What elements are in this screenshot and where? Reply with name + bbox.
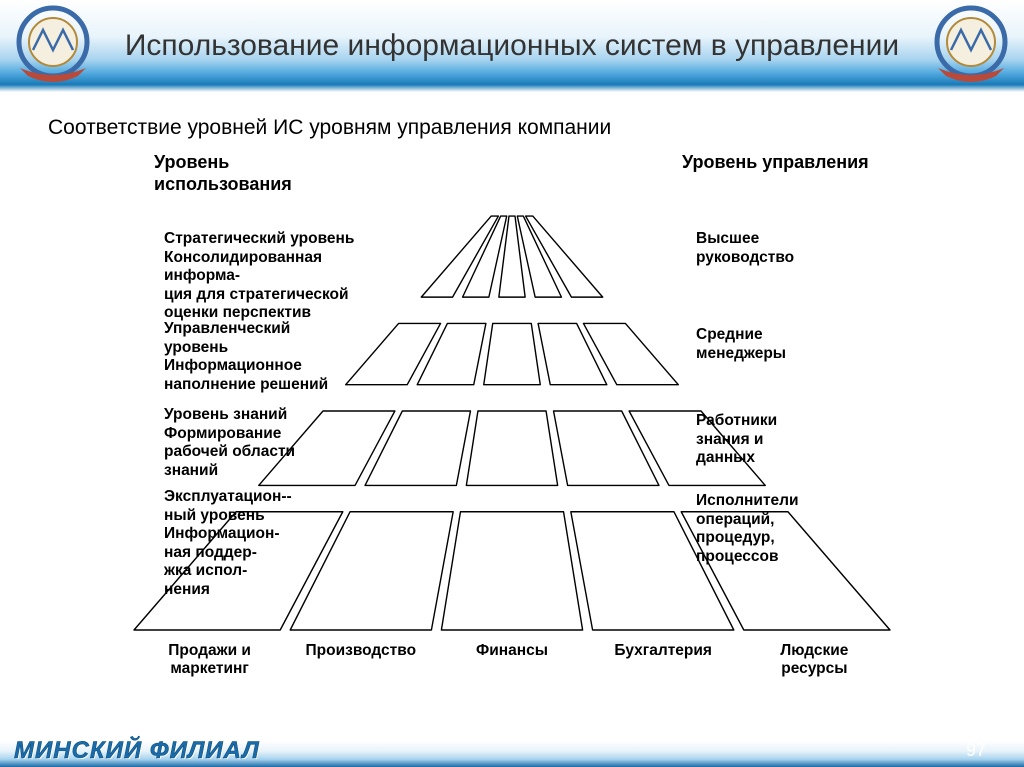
header-bar: Использование информационных систем в уп… [0, 0, 1024, 92]
diagram-label: Средниеменеджеры [696, 326, 896, 363]
slide-title: Использование информационных систем в уп… [122, 27, 902, 65]
diagram-label: Стратегический уровеньКонсолидированная … [164, 230, 399, 323]
diagram-label: УправленческийуровеньИнформационноенапол… [164, 320, 399, 394]
diagram-label: Высшееруководство [696, 230, 896, 267]
emblem-left [8, 4, 98, 86]
footer-bar: МИНСКИЙ ФИЛИАЛ 97 [0, 715, 1024, 767]
page-number: 97 [966, 740, 1010, 765]
diagram-label: Уровень знанийФормированиерабочей област… [164, 406, 399, 480]
diagram-label: Эксплуатацион--ный уровеньИнформацион-на… [164, 488, 399, 600]
content-area: Соответствие уровней ИС уровням управлен… [0, 92, 1024, 715]
diagram-label: Исполнителиопераций,процедур,процессов [696, 492, 896, 566]
brand-text: МИНСКИЙ ФИЛИАЛ [14, 737, 260, 765]
emblem-right [926, 4, 1016, 86]
diagram-label: Производство [291, 642, 431, 660]
diagram-label: Бухгалтерия [593, 642, 733, 660]
diagram-label: Продажи имаркетинг [140, 642, 280, 678]
diagram-label: Финансы [442, 642, 582, 660]
diagram-label: Уровень управления [682, 152, 882, 174]
diagram-label: Уровень использования [154, 152, 354, 195]
pyramid-diagram: Уровень использования Уровень управления С… [42, 152, 982, 702]
diagram-label: Людскиересурсы [744, 642, 884, 678]
subtitle: Соответствие уровней ИС уровням управлен… [48, 116, 982, 140]
diagram-label: Работникизнания иданных [696, 412, 896, 468]
